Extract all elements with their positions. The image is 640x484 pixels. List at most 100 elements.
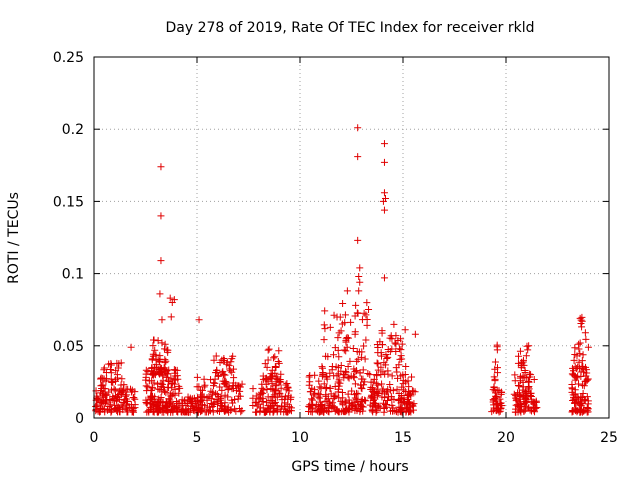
- data-point: [342, 397, 350, 405]
- data-point: [307, 408, 315, 416]
- data-point: [201, 381, 209, 389]
- data-point: [356, 406, 364, 414]
- data-point: [223, 360, 231, 368]
- data-point: [147, 386, 155, 394]
- data-point: [571, 399, 579, 407]
- data-point: [265, 345, 273, 353]
- data-point: [177, 402, 185, 410]
- data-point: [372, 408, 380, 416]
- data-point: [393, 368, 401, 376]
- data-point: [363, 299, 371, 307]
- data-point: [517, 399, 525, 407]
- data-point: [395, 390, 403, 398]
- data-point: [210, 356, 218, 364]
- data-point: [221, 399, 229, 407]
- data-point: [374, 381, 382, 389]
- data-point: [356, 278, 364, 286]
- data-point: [323, 383, 331, 391]
- data-point: [579, 381, 587, 389]
- data-point: [522, 394, 530, 402]
- data-point: [344, 362, 352, 370]
- data-point: [397, 346, 405, 354]
- data-point: [515, 389, 523, 397]
- data-point: [100, 366, 108, 374]
- data-point: [353, 405, 361, 413]
- data-point: [384, 370, 392, 378]
- data-point: [527, 392, 535, 400]
- data-point: [229, 352, 237, 360]
- data-point: [226, 367, 234, 375]
- data-point: [347, 372, 355, 380]
- data-point: [154, 337, 162, 345]
- data-point: [308, 395, 316, 403]
- data-point: [330, 393, 338, 401]
- data-point: [283, 384, 291, 392]
- data-point: [273, 408, 281, 416]
- data-point: [162, 357, 170, 365]
- data-point: [212, 352, 220, 360]
- data-point: [113, 406, 121, 414]
- data-point: [120, 396, 128, 404]
- data-point: [158, 339, 166, 347]
- data-point: [203, 408, 211, 416]
- data-point: [358, 403, 366, 411]
- data-point: [165, 377, 173, 385]
- data-point: [164, 346, 172, 354]
- data-point: [275, 347, 283, 355]
- data-point: [530, 375, 538, 383]
- data-point: [576, 350, 584, 358]
- data-point: [157, 393, 165, 401]
- data-point: [584, 343, 592, 351]
- data-point: [161, 345, 169, 353]
- data-point: [377, 363, 385, 371]
- data-point: [150, 336, 158, 344]
- data-point: [164, 383, 172, 391]
- data-point: [388, 372, 396, 380]
- data-point: [575, 358, 583, 366]
- data-point: [252, 392, 260, 400]
- data-point: [519, 386, 527, 394]
- data-point: [581, 396, 589, 404]
- data-point: [170, 296, 178, 304]
- data-point: [115, 395, 123, 403]
- data-point: [380, 359, 388, 367]
- data-point: [142, 396, 150, 404]
- data-point: [164, 406, 172, 414]
- x-tick-label: 15: [394, 430, 412, 446]
- data-point: [260, 408, 268, 416]
- data-point: [339, 299, 347, 307]
- data-point: [335, 376, 343, 384]
- data-point: [314, 393, 322, 401]
- data-point: [144, 383, 152, 391]
- data-point: [342, 405, 350, 413]
- data-point: [397, 352, 405, 360]
- data-point: [99, 394, 107, 402]
- data-point: [114, 364, 122, 372]
- data-point: [371, 395, 379, 403]
- data-point: [318, 400, 326, 408]
- x-tick-label: 10: [291, 430, 309, 446]
- data-point: [405, 383, 413, 391]
- data-point: [189, 406, 197, 414]
- data-point: [277, 370, 285, 378]
- data-point: [354, 398, 362, 406]
- data-point: [488, 408, 496, 416]
- data-point: [321, 325, 329, 333]
- data-point: [579, 351, 587, 359]
- data-point: [162, 389, 170, 397]
- data-point: [272, 375, 280, 383]
- data-point: [287, 404, 295, 412]
- data-point: [368, 387, 376, 395]
- data-point: [218, 356, 226, 364]
- data-point: [156, 290, 164, 298]
- data-point: [497, 404, 505, 412]
- data-point: [221, 407, 229, 415]
- data-point: [306, 388, 314, 396]
- data-point: [407, 390, 415, 398]
- data-point: [357, 397, 365, 405]
- data-point: [338, 399, 346, 407]
- data-point: [356, 369, 364, 377]
- data-point: [491, 358, 499, 366]
- data-point: [156, 355, 164, 363]
